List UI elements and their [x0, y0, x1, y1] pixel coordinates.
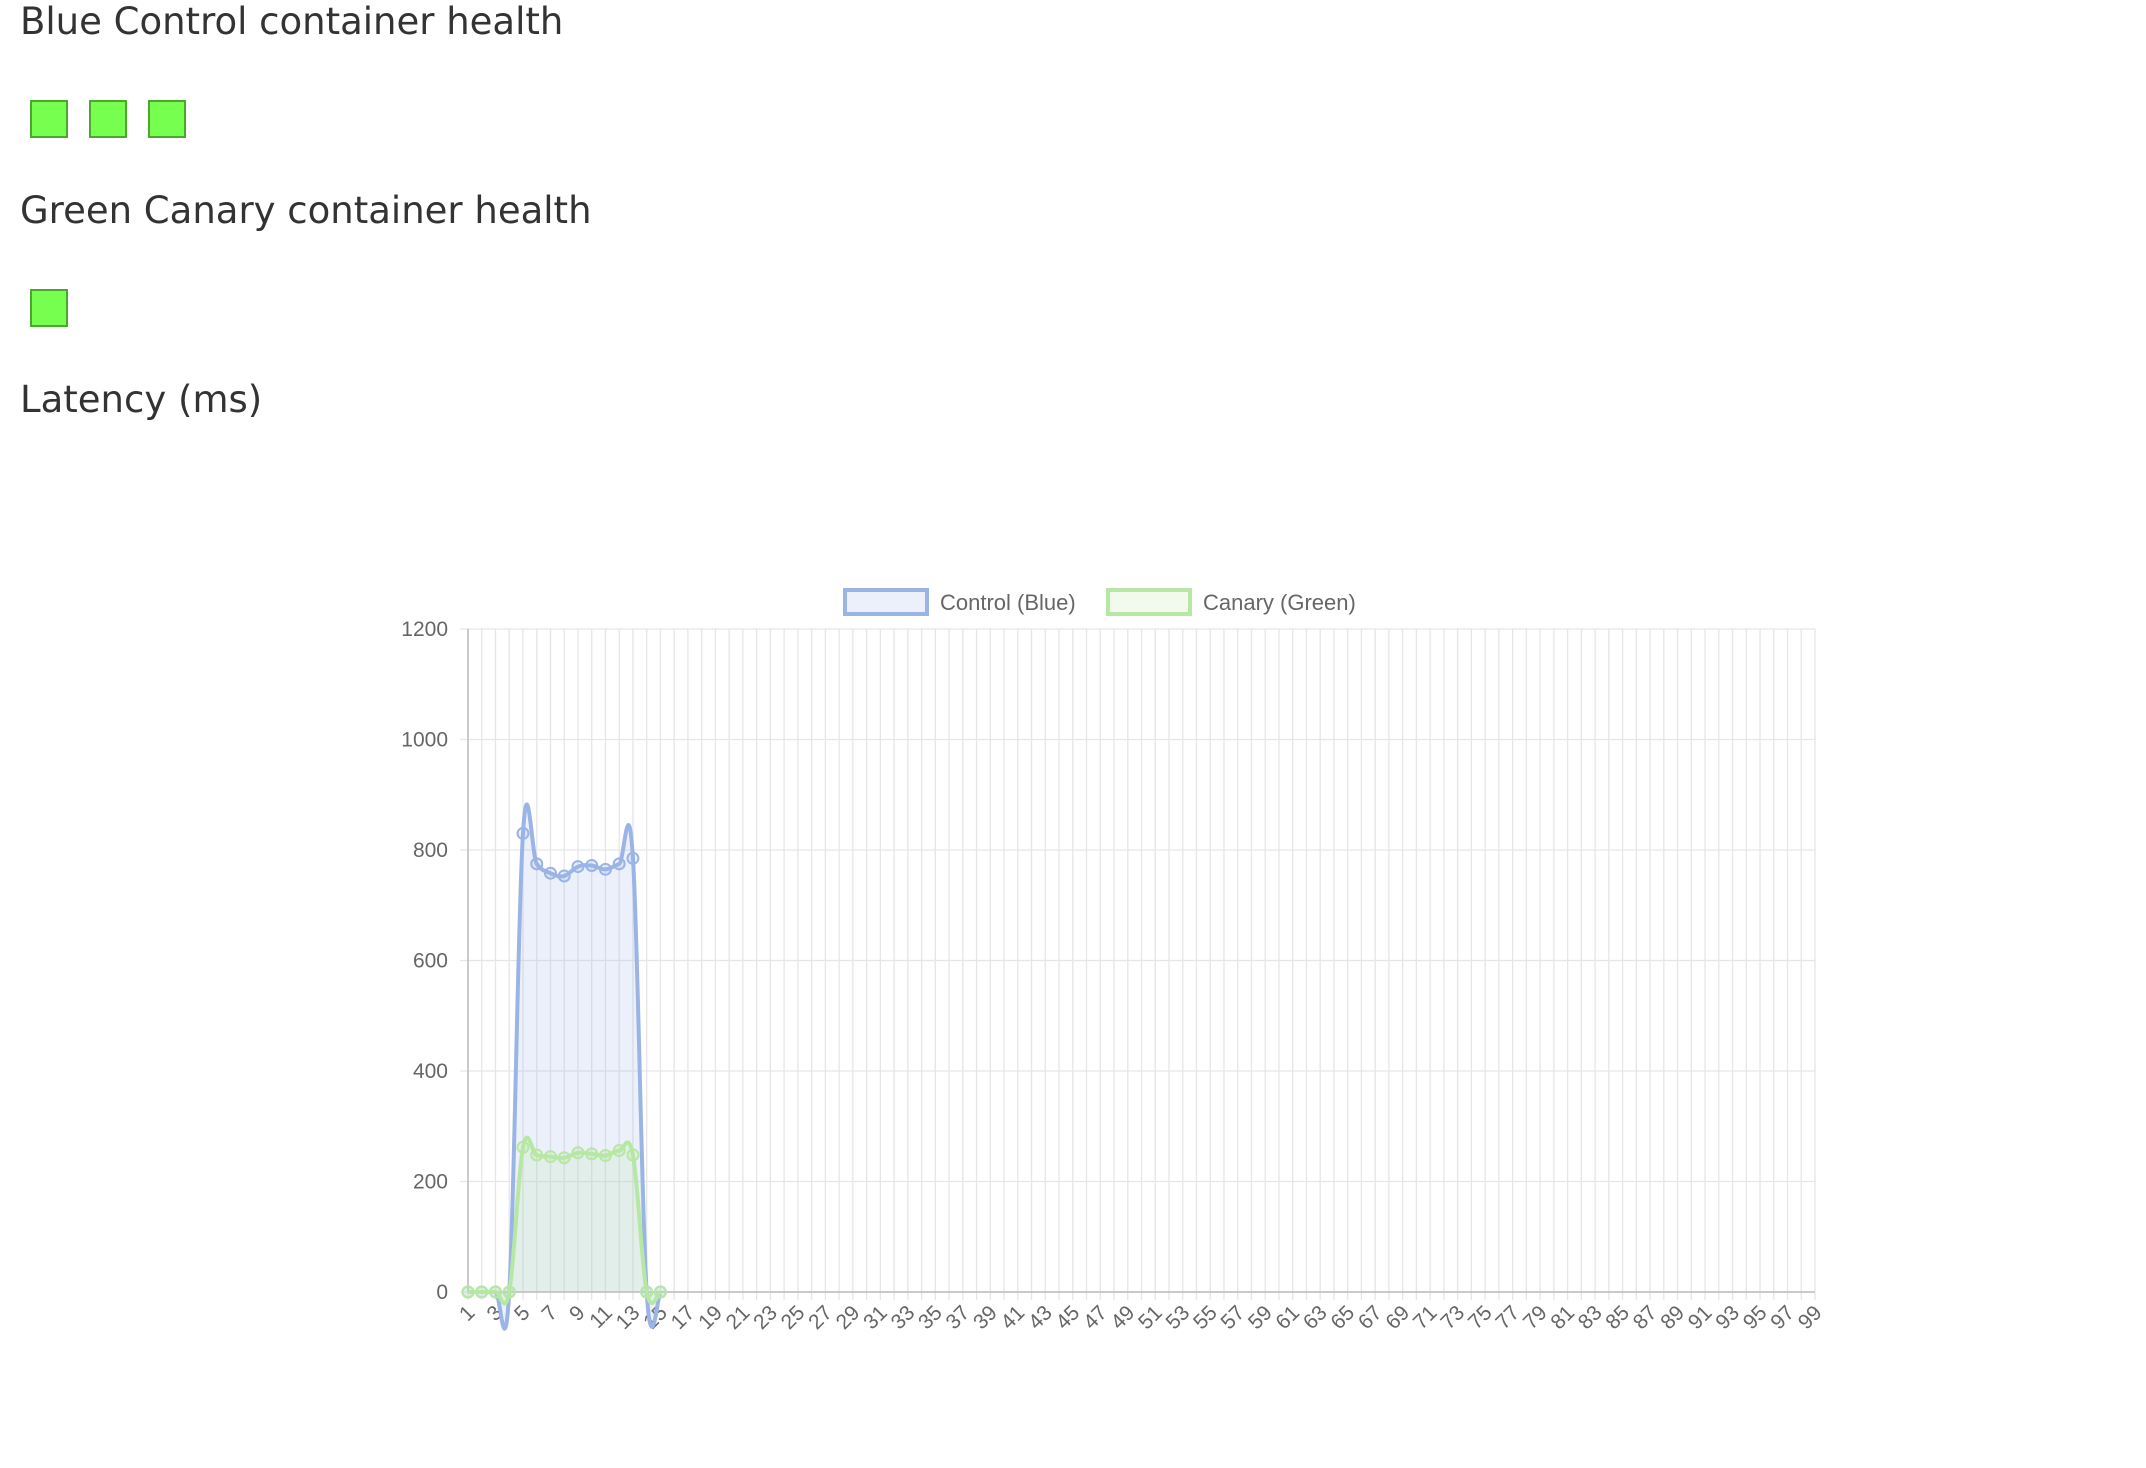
control-data-point [585, 858, 599, 872]
canary-data-point [612, 1144, 626, 1158]
legend-item-canary-swatch [1106, 588, 1192, 616]
control-data-point [516, 826, 530, 840]
green-container-health-row [30, 289, 68, 327]
canary-data-point [475, 1285, 489, 1299]
blue-container-2-status [89, 100, 127, 138]
green-canary-health-title: Green Canary container health [20, 189, 592, 232]
y-tick-label: 800 [413, 839, 448, 862]
canary-data-point [585, 1147, 599, 1161]
y-tick-label: 1000 [401, 729, 448, 752]
blue-container-health-row [30, 100, 186, 138]
legend-item-canary-label: Canary (Green) [1203, 590, 1356, 615]
control-data-point [530, 857, 544, 871]
canary-data-point [571, 1146, 585, 1160]
canary-data-point [516, 1140, 530, 1154]
latency-chart-title: Latency (ms) [20, 378, 263, 421]
canary-data-point [461, 1285, 475, 1299]
y-tick-label: 1200 [401, 618, 448, 641]
control-data-point [612, 857, 626, 871]
control-data-point [543, 866, 557, 880]
blue-container-3-status [148, 100, 186, 138]
y-tick-label: 400 [413, 1060, 448, 1083]
legend-item-control-label: Control (Blue) [940, 590, 1076, 615]
canary-data-point [598, 1149, 612, 1163]
canary-data-point [543, 1150, 557, 1164]
x-tick-label: 7 [537, 1301, 562, 1326]
control-data-point [557, 869, 571, 883]
canary-data-point [640, 1285, 654, 1299]
canary-data-point [530, 1148, 544, 1162]
y-tick-label: 0 [436, 1281, 448, 1304]
control-data-point [598, 862, 612, 876]
control-series-line [468, 802, 663, 1331]
blue-container-1-status [30, 100, 68, 138]
canary-series-area [468, 1137, 661, 1304]
canary-data-point [626, 1148, 640, 1162]
canary-data-point [502, 1285, 516, 1299]
y-tick-label: 600 [413, 950, 448, 973]
canary-data-point [557, 1151, 571, 1165]
x-tick-label: 9 [565, 1301, 590, 1326]
x-tick-label: 1 [455, 1301, 480, 1326]
blue-control-health-title: Blue Control container health [20, 0, 564, 43]
canary-series-line [468, 1135, 663, 1306]
control-data-point [571, 860, 585, 874]
x-tick-label: 99 [1794, 1301, 1827, 1334]
legend-item-control-swatch [843, 588, 929, 616]
canary-data-point [488, 1285, 502, 1299]
canary-data-point [653, 1285, 667, 1299]
green-container-1-status [30, 289, 68, 327]
x-tick-label: 5 [510, 1301, 535, 1326]
y-tick-label: 200 [413, 1171, 448, 1194]
control-data-point [626, 851, 640, 865]
